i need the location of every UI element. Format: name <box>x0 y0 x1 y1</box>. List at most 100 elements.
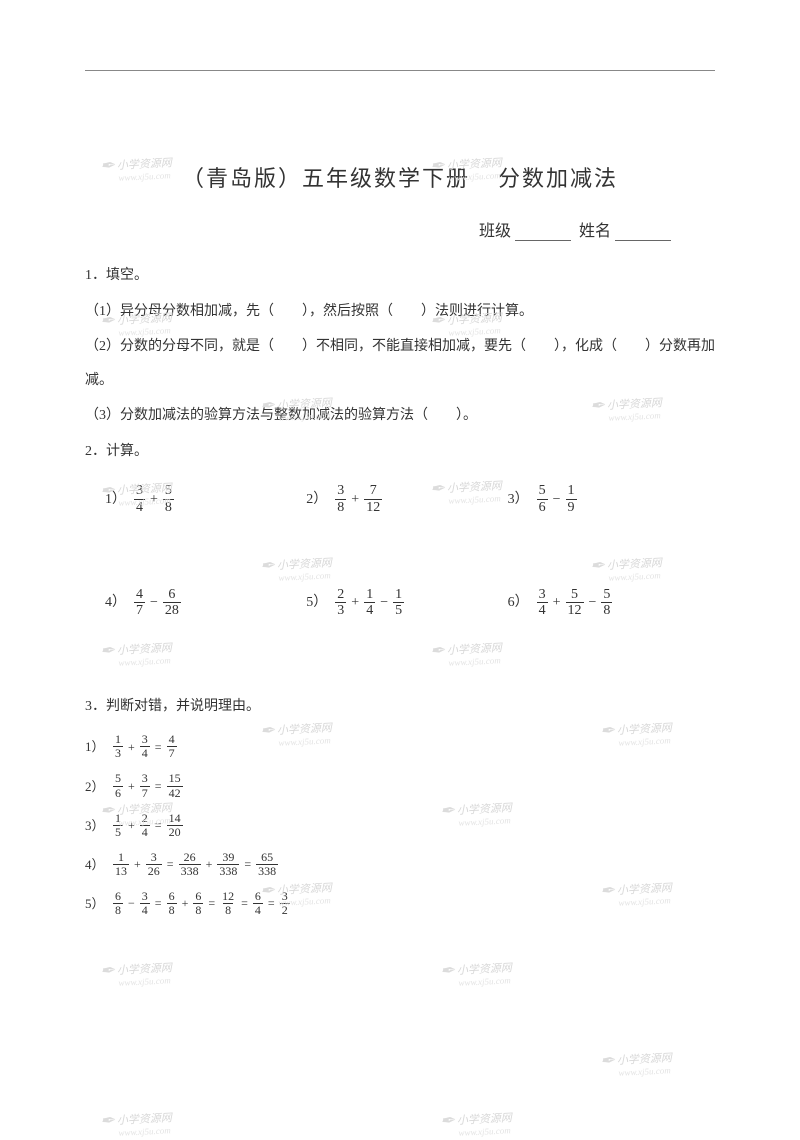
title-prefix: （青岛版）五年级数学下册 <box>182 166 470 191</box>
fraction: 326 <box>146 851 162 878</box>
section1-heading: 1．填空。 <box>85 259 715 293</box>
watermark: ✒小学资源网www.xj5u.com <box>439 1108 512 1139</box>
judge-row: 1）13+34=47 <box>85 731 715 762</box>
operator: + <box>206 850 213 879</box>
section3-heading: 3．判断对错，并说明理由。 <box>85 690 715 724</box>
page-title: （青岛版）五年级数学下册 分数加减法 <box>85 161 715 193</box>
judge-row: 4）113+326=26338+39338=65338 <box>85 849 715 880</box>
fraction: 58 <box>601 587 612 619</box>
judge-label: 5） <box>85 888 111 919</box>
section1-q2: （2）分数的分母不同，就是（ ）不相同，不能直接相加减，要先（ ），化成（ ）分… <box>85 330 715 397</box>
operator: − <box>589 586 597 620</box>
calc-label: 5） <box>306 586 327 620</box>
fraction: 34 <box>134 483 145 515</box>
operator: = <box>167 850 174 879</box>
calc-row-1: 1）34+582）38+7123）56−19 <box>105 483 715 517</box>
fraction: 64 <box>253 890 263 917</box>
fraction: 38 <box>335 483 346 515</box>
judge-row: 5）68−34=68+68=128=64=32 <box>85 888 715 919</box>
fraction: 39338 <box>217 851 239 878</box>
fraction: 13 <box>113 733 123 760</box>
judge-row: 3）15+24=1420 <box>85 810 715 841</box>
watermark: ✒小学资源网www.xj5u.com <box>439 958 512 989</box>
judge-list: 1）13+34=472）56+37=15423）15+24=14204）113+… <box>85 731 715 919</box>
fraction: 56 <box>537 483 548 515</box>
judge-label: 3） <box>85 810 111 841</box>
operator: = <box>208 889 215 918</box>
operator: + <box>128 772 135 801</box>
operator: = <box>155 811 162 840</box>
operator: + <box>182 889 189 918</box>
judge-label: 1） <box>85 731 111 762</box>
fraction: 1542 <box>167 772 183 799</box>
fraction: 512 <box>566 587 584 619</box>
calc-row-2: 4）47−6285）23+14−156）34+512−58 <box>105 586 715 620</box>
judge-label: 4） <box>85 849 111 880</box>
class-label: 班级 <box>479 223 511 240</box>
operator: − <box>553 483 561 517</box>
fraction: 712 <box>364 483 382 515</box>
fraction: 37 <box>140 772 150 799</box>
calc-label: 2） <box>306 483 327 517</box>
header-fields: 班级 姓名 <box>85 217 715 241</box>
calc-cell: 1）34+58 <box>105 483 306 517</box>
watermark: ✒小学资源网www.xj5u.com <box>99 958 172 989</box>
section1-q3: （3）分数加减法的验算方法与整数加减法的验算方法（ ）。 <box>85 399 715 433</box>
fraction: 1420 <box>167 812 183 839</box>
operator: = <box>155 772 162 801</box>
name-blank[interactable] <box>615 225 671 241</box>
operator: + <box>351 483 359 517</box>
operator: + <box>351 586 359 620</box>
operator: = <box>244 850 251 879</box>
section1-q1: （1）异分母分数相加减，先（ ），然后按照（ ）法则进行计算。 <box>85 295 715 329</box>
fraction: 628 <box>163 587 181 619</box>
class-blank[interactable] <box>515 225 571 241</box>
title-suffix: 分数加减法 <box>498 166 618 191</box>
fraction: 14 <box>364 587 375 619</box>
fraction: 23 <box>335 587 346 619</box>
name-label: 姓名 <box>579 223 611 240</box>
fraction: 56 <box>113 772 123 799</box>
operator: + <box>128 811 135 840</box>
operator: = <box>155 889 162 918</box>
operator: + <box>150 483 158 517</box>
fraction: 68 <box>167 890 177 917</box>
calc-label: 6） <box>508 586 529 620</box>
calc-cell: 2）38+712 <box>306 483 507 517</box>
operator: − <box>380 586 388 620</box>
fraction: 68 <box>193 890 203 917</box>
watermark: ✒小学资源网www.xj5u.com <box>599 1048 672 1079</box>
calc-label: 1） <box>105 483 126 517</box>
worksheet-body: 1．填空。 （1）异分母分数相加减，先（ ），然后按照（ ）法则进行计算。 （2… <box>85 259 715 919</box>
operator: − <box>150 586 158 620</box>
fraction: 26338 <box>179 851 201 878</box>
fraction: 34 <box>140 733 150 760</box>
operator: − <box>128 889 135 918</box>
fraction: 68 <box>113 890 123 917</box>
operator: = <box>155 733 162 762</box>
fraction: 34 <box>537 587 548 619</box>
top-horizontal-rule <box>85 70 715 71</box>
fraction: 128 <box>220 890 236 917</box>
watermark: ✒小学资源网www.xj5u.com <box>99 1108 172 1139</box>
fraction: 24 <box>140 812 150 839</box>
fraction: 47 <box>167 733 177 760</box>
fraction: 34 <box>140 890 150 917</box>
fraction: 19 <box>566 483 577 515</box>
fraction: 47 <box>134 587 145 619</box>
fraction: 15 <box>393 587 404 619</box>
judge-row: 2）56+37= 1542 <box>85 771 715 802</box>
fraction: 113 <box>113 851 129 878</box>
calc-cell: 6）34+512−58 <box>508 586 709 620</box>
fraction: 58 <box>163 483 174 515</box>
section2-heading: 2．计算。 <box>85 435 715 469</box>
calc-cell: 3）56−19 <box>508 483 709 517</box>
operator: = <box>268 889 275 918</box>
calc-cell: 5）23+14−15 <box>306 586 507 620</box>
fraction: 65338 <box>256 851 278 878</box>
operator: + <box>134 850 141 879</box>
calc-label: 3） <box>508 483 529 517</box>
fraction: 32 <box>280 890 290 917</box>
calc-cell: 4）47−628 <box>105 586 306 620</box>
judge-label: 2） <box>85 771 111 802</box>
